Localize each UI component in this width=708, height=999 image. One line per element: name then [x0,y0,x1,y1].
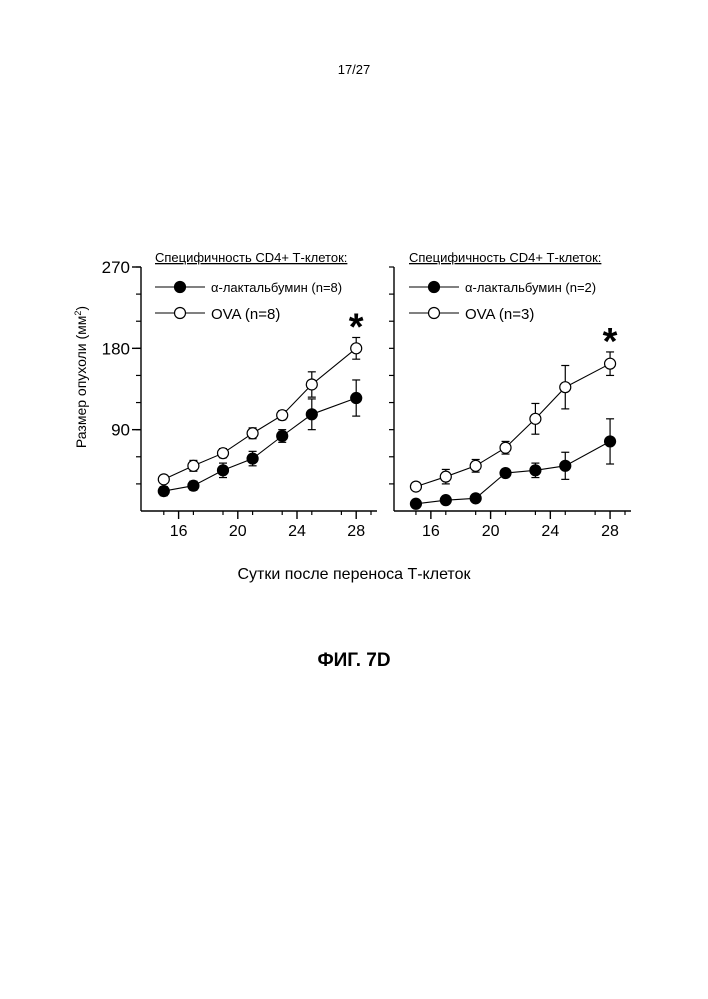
data-point [277,430,288,441]
data-point [351,393,362,404]
x-tick-label: 24 [288,523,306,540]
data-point [605,436,616,447]
data-point [158,474,169,485]
data-point [410,498,421,509]
data-point [440,495,451,506]
data-point [560,382,571,393]
data-point [500,442,511,453]
data-point [306,409,317,420]
significance-asterisk: * [603,321,618,363]
data-point [470,493,481,504]
legend-marker [429,282,440,293]
data-point [530,465,541,476]
legend-title: Специфичность CD4+ Т-клеток: [155,250,347,265]
x-tick-label: 28 [601,523,619,540]
x-tick-label: 16 [170,523,188,540]
data-point [440,471,451,482]
series-line [164,348,356,479]
legend-marker [175,282,186,293]
data-point [410,481,421,492]
data-point [277,410,288,421]
significance-asterisk: * [349,306,364,348]
legend-title: Специфичность CD4+ Т-клеток: [409,250,601,265]
y-tick-label: 180 [102,339,130,358]
y-tick-label: 270 [102,258,130,277]
legend-label: OVA (n=3) [465,306,534,323]
data-point [470,460,481,471]
x-axis-caption: Сутки после переноса Т-клеток [0,566,708,584]
data-point [188,480,199,491]
series-line [164,398,356,491]
data-point [188,460,199,471]
data-point [530,413,541,424]
legend-marker [429,308,440,319]
x-tick-label: 20 [482,523,500,540]
series-line [416,364,610,487]
data-point [218,448,229,459]
x-tick-label: 28 [347,523,365,540]
figure-7d: 90 180 270 16 20 24 28 Размер опухоли (мм2) Спец… [0,0,708,600]
data-point [560,460,571,471]
chart-panel-left: 90 180 270 16 20 24 28 Размер опухоли (мм2) Спец… [73,250,377,540]
data-point [218,465,229,476]
x-tick-label: 16 [422,523,440,540]
data-point [247,428,258,439]
legend-label: α-лактальбумин (n=8) [211,280,342,295]
data-point [306,379,317,390]
legend-label: α-лактальбумин (n=2) [465,280,596,295]
data-point [500,468,511,479]
y-axis-label: Размер опухоли (мм2) [73,306,89,448]
data-point [247,453,258,464]
figure-caption: ФИГ. 7D [0,650,708,672]
x-tick-label: 20 [229,523,247,540]
legend-marker [175,308,186,319]
legend-label: OVA (n=8) [211,306,280,323]
y-tick-label: 90 [111,421,130,440]
data-point [158,486,169,497]
x-tick-label: 24 [541,523,559,540]
chart-panel-right: 16 20 24 28 Специфичность CD4+ Т-клеток: α-ла… [389,250,631,540]
